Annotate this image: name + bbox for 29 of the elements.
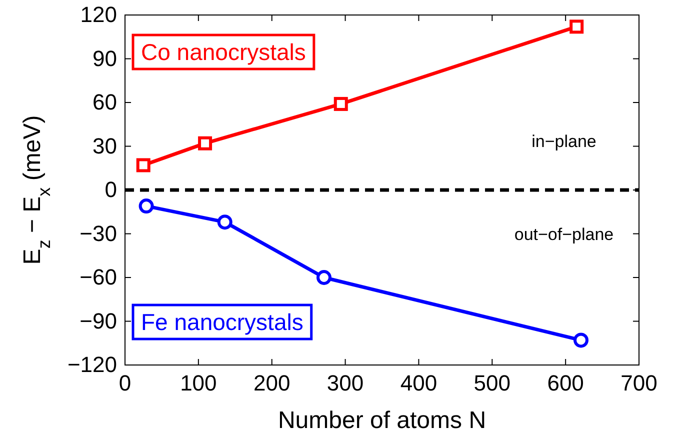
y-tick-label: −90 [80, 308, 117, 334]
x-tick-label: 700 [620, 370, 658, 396]
point [198, 136, 212, 150]
point [570, 20, 584, 34]
x-tick-label: 200 [254, 370, 290, 396]
y-tick-label: 30 [92, 133, 117, 158]
point [334, 96, 348, 111]
y-tick-label: 90 [92, 46, 117, 71]
y-tick-label: −30 [80, 220, 117, 246]
point [217, 214, 232, 230]
y-tick-label: −120 [67, 352, 117, 378]
annotation: out−of−plane [514, 225, 614, 244]
y-tick-label: 60 [92, 90, 117, 115]
x-axis-title: Number of atoms N [278, 407, 486, 434]
series-label: Fe nanocrystals [141, 309, 304, 335]
y-tick-label: 120 [80, 2, 117, 28]
x-tick-label: 400 [400, 370, 438, 396]
x-tick-label: 100 [180, 370, 217, 396]
series-label: Co nanocrystals [141, 39, 306, 65]
point [573, 332, 588, 348]
x-tick-label: 300 [326, 370, 364, 396]
x-tick-label: 600 [547, 370, 584, 396]
y-tick-label: 0 [104, 177, 117, 202]
annotation: in−plane [532, 132, 596, 151]
point [136, 158, 150, 172]
x-tick-label: 500 [474, 370, 510, 396]
point [138, 198, 154, 214]
point [316, 270, 332, 285]
y-tick-label: −60 [80, 264, 117, 290]
